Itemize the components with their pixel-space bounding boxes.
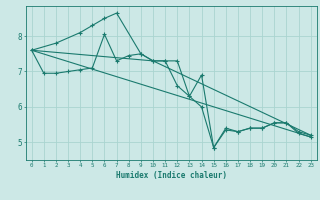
X-axis label: Humidex (Indice chaleur): Humidex (Indice chaleur) [116, 171, 227, 180]
